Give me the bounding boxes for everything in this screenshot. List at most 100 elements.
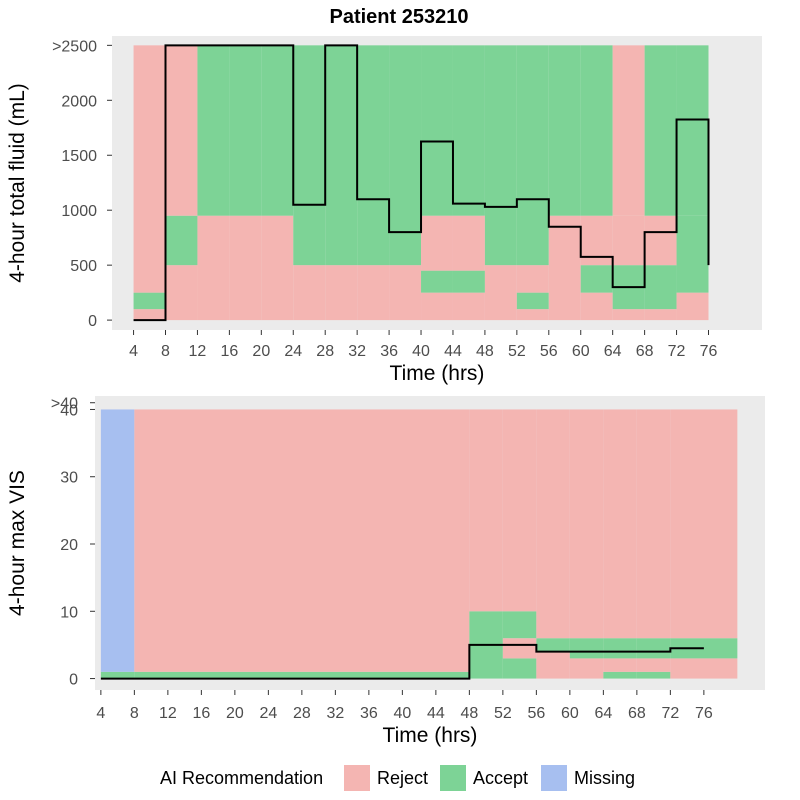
bottom-panel: 4 8 12 16 20 24 28 32 36 40 44 48 52 56 60 64 68 72 76 010… <box>6 396 765 747</box>
bottom-x-tick-label: 8 <box>130 705 139 722</box>
top-tile <box>421 45 453 216</box>
legend-swatch-reject <box>344 765 370 791</box>
top-tile <box>421 292 453 321</box>
bottom-tile <box>469 409 503 612</box>
top-x-tick-label: 56 <box>540 343 558 360</box>
bottom-tile <box>569 638 604 659</box>
bottom-tile <box>636 638 671 659</box>
bottom-x-tick-label: 32 <box>326 705 344 722</box>
top-tile <box>325 45 358 266</box>
bottom-x-tick-label: 72 <box>661 705 679 722</box>
top-x-tick-label: 24 <box>284 343 302 360</box>
top-y-tick-label: 2000 <box>61 93 97 110</box>
bottom-tile <box>636 658 671 672</box>
top-y-axis-title: 4-hour total fluid (mL) <box>6 83 29 283</box>
legend-swatch-missing <box>541 765 567 791</box>
top-tile <box>229 45 262 216</box>
bottom-x-tick-label: 56 <box>527 705 545 722</box>
top-y-ticks: 0 500 1000 1500 2000 >2500 <box>52 38 112 330</box>
bottom-tile <box>636 409 671 639</box>
bottom-step-line <box>100 643 704 680</box>
top-tile <box>421 215 453 271</box>
bottom-x-tick-label: 4 <box>96 705 105 722</box>
bottom-tile <box>134 671 470 679</box>
top-y-tick-label: 1500 <box>61 148 97 165</box>
bottom-x-ticks: 4 8 12 16 20 24 28 32 36 40 44 48 52 56 60 64 68 72 76 <box>96 690 713 722</box>
legend-label-missing: Missing <box>574 768 635 788</box>
bottom-y-tick-label: 30 <box>60 470 78 487</box>
top-tile <box>516 45 549 266</box>
bottom-x-tick-label: 16 <box>192 705 210 722</box>
top-tile <box>133 292 166 310</box>
bottom-x-tick-label: 36 <box>360 705 378 722</box>
bottom-tile <box>569 658 604 679</box>
bottom-tile <box>670 409 738 639</box>
bottom-x-tick-label: 28 <box>293 705 311 722</box>
bottom-tiles <box>100 409 738 679</box>
bottom-tile <box>603 409 637 639</box>
top-tile <box>516 292 549 310</box>
top-tile <box>452 215 485 271</box>
top-tile <box>644 215 677 266</box>
top-step-path <box>133 44 710 322</box>
bottom-y-axis-title: 4-hour max VIS <box>6 470 29 616</box>
top-y-tick-label: 0 <box>88 313 97 330</box>
top-tile <box>612 215 645 266</box>
bottom-x-tick-label: 24 <box>259 705 277 722</box>
top-tile <box>452 292 485 321</box>
top-tile <box>644 45 677 216</box>
legend-label-reject: Reject <box>377 768 428 788</box>
top-tile <box>293 265 326 321</box>
bottom-y-tick-label: 0 <box>69 672 78 689</box>
bottom-x-tick-label: 40 <box>393 705 411 722</box>
top-panel: 4 8 12 16 20 24 28 32 36 40 44 48 52 56 60 64 68 72 76 050… <box>6 36 762 385</box>
bottom-x-tick-label: 44 <box>427 705 445 722</box>
top-tile <box>261 45 294 216</box>
bottom-tile <box>569 409 604 639</box>
top-tile <box>484 45 517 266</box>
top-tile <box>421 270 453 293</box>
top-tile <box>612 45 645 216</box>
bottom-y-tick-label: >40 <box>51 396 78 413</box>
top-x-tick-label: 16 <box>220 343 238 360</box>
legend-swatch-accept <box>440 765 466 791</box>
legend-title: AI Recommendation <box>160 768 323 788</box>
top-tile <box>580 265 613 293</box>
top-x-tick-label: 60 <box>572 343 590 360</box>
top-x-tick-label: 68 <box>636 343 654 360</box>
top-step-line <box>133 44 710 322</box>
bottom-x-tick-label: 20 <box>226 705 244 722</box>
top-x-ticks: 4 8 12 16 20 24 28 32 36 40 44 48 52 56 60 64 68 72 76 <box>129 330 717 360</box>
top-tile <box>676 292 709 321</box>
bottom-x-tick-label: 60 <box>561 705 579 722</box>
bottom-tile <box>100 671 135 679</box>
bottom-x-tick-label: 52 <box>494 705 512 722</box>
bottom-step-path <box>100 643 704 680</box>
top-x-tick-label: 40 <box>412 343 430 360</box>
bottom-tile <box>536 409 570 639</box>
top-tile <box>389 45 422 266</box>
bottom-tile <box>502 409 537 612</box>
bottom-tile <box>670 658 738 679</box>
top-y-tick-label: 500 <box>70 258 97 275</box>
bottom-tile <box>603 671 637 679</box>
top-tile <box>452 45 485 216</box>
bottom-tile <box>502 611 537 639</box>
top-tile <box>580 292 613 321</box>
top-x-tick-label: 64 <box>604 343 622 360</box>
top-tile <box>325 265 358 321</box>
bottom-tile <box>100 409 135 672</box>
top-tile <box>165 45 198 216</box>
top-x-tick-label: 44 <box>444 343 462 360</box>
top-x-tick-label: 4 <box>129 343 138 360</box>
bottom-tile <box>536 651 570 679</box>
chart-title: Patient 253210 <box>330 6 469 28</box>
top-tile <box>548 215 581 321</box>
top-tile <box>357 45 390 266</box>
top-tile <box>197 215 230 321</box>
top-x-tick-label: 52 <box>508 343 526 360</box>
top-tile <box>229 215 262 321</box>
top-x-tick-label: 76 <box>700 343 718 360</box>
top-tile <box>644 265 677 310</box>
bottom-x-tick-label: 76 <box>695 705 713 722</box>
